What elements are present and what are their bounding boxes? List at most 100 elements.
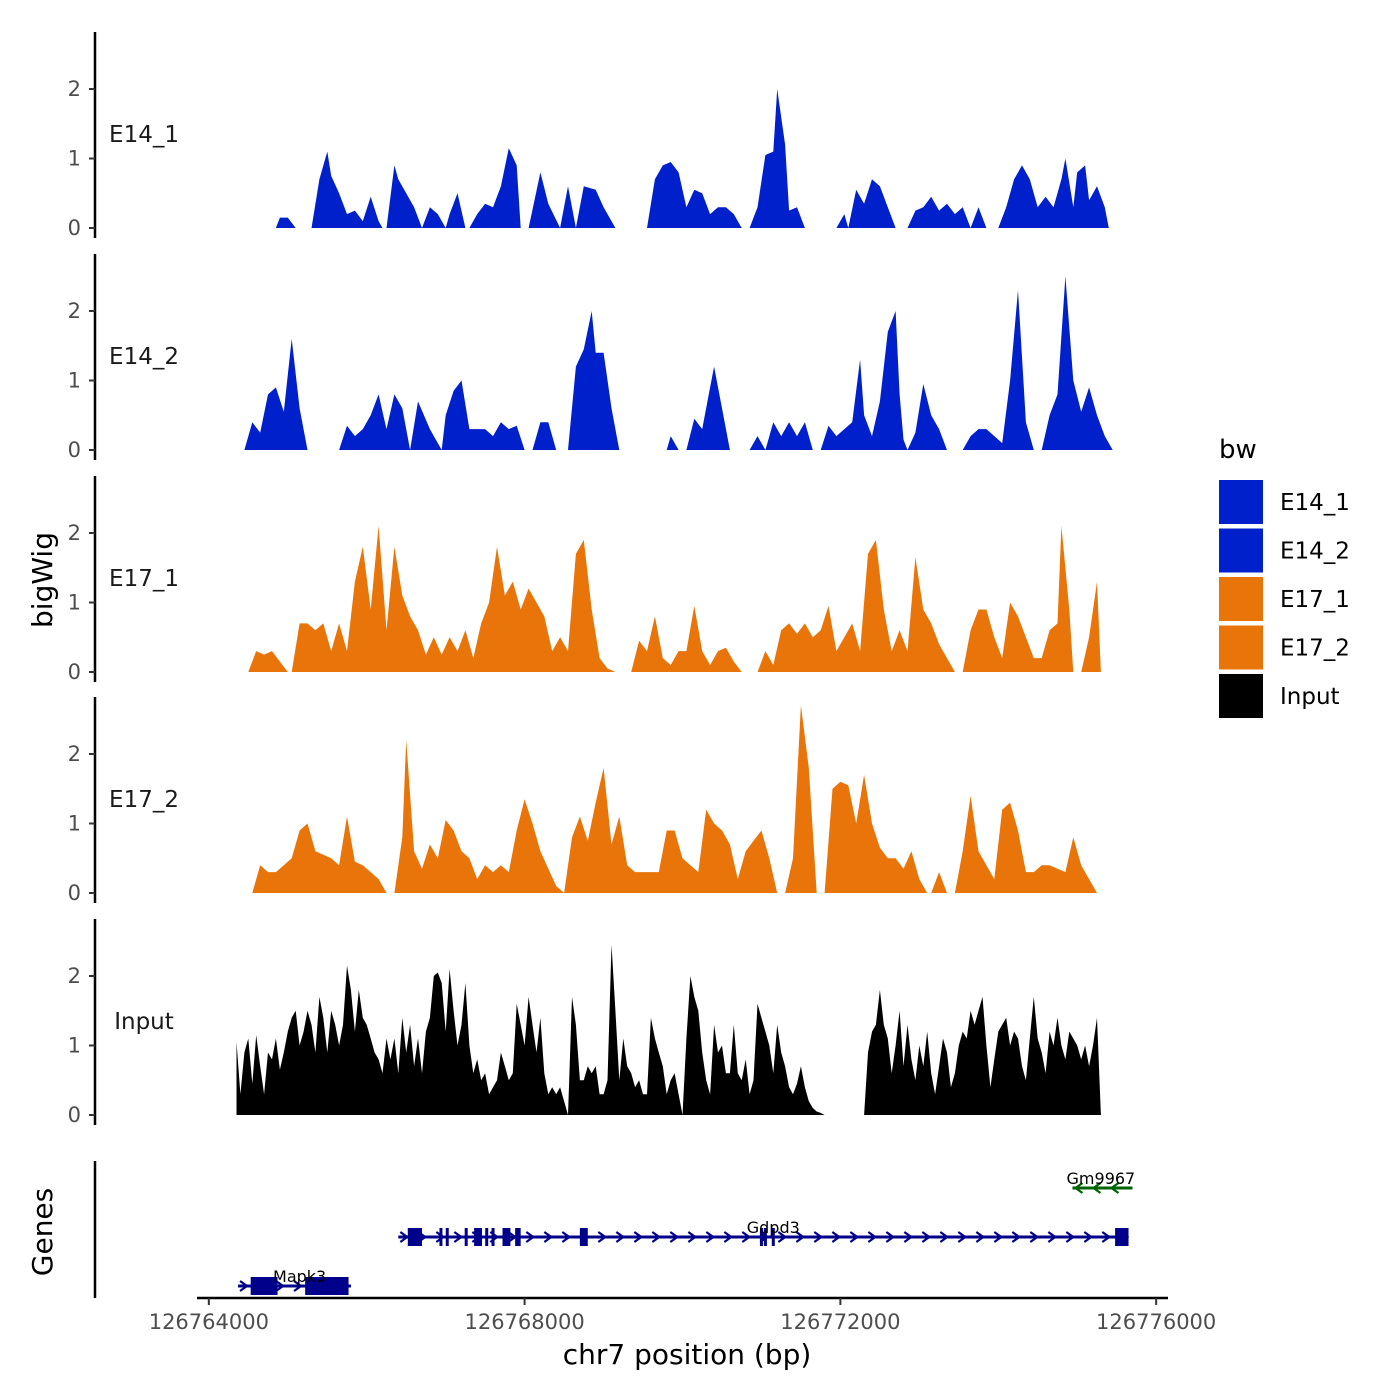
strand-arrow (275, 1280, 285, 1292)
strand-arrow (849, 1231, 860, 1243)
y-tick-label: 0 (68, 1103, 81, 1127)
signal-area (757, 540, 955, 672)
signal-area (749, 422, 813, 450)
signal-area (836, 179, 896, 228)
gene-gdpd3: Gdpd3 (398, 1218, 1130, 1246)
gene-track: Mapk3 Gdpd3 Gm9967 (93, 1161, 1136, 1298)
strand-arrow (399, 1231, 410, 1243)
gene-label: Gm9967 (1067, 1169, 1136, 1188)
strand-arrow (453, 1231, 464, 1243)
signal-area (252, 816, 387, 893)
legend-swatch (1219, 577, 1263, 621)
y-tick-label: 0 (68, 216, 81, 240)
signal-area (244, 338, 308, 450)
strand-arrow (975, 1231, 986, 1243)
signal-area (962, 290, 1034, 450)
strand-arrow (1029, 1231, 1040, 1243)
legend-label: Input (1280, 684, 1340, 710)
strand-arrow (1047, 1231, 1058, 1243)
strand-arrow (1091, 1182, 1102, 1194)
signal-area (820, 311, 908, 450)
y-tick-label: 0 (68, 660, 81, 684)
signal-area (564, 767, 778, 893)
y-tick-label: 1 (68, 147, 81, 171)
x-tick-label: 126768000 (464, 1310, 584, 1334)
y-tick-label: 2 (68, 521, 81, 545)
track-e17-1: 0 1 2 E17_1 (68, 476, 1101, 684)
legend-swatch (1219, 625, 1263, 670)
strand-arrow (1101, 1231, 1112, 1243)
signal-area (631, 606, 742, 672)
exon (305, 1277, 349, 1295)
legend-swatch (1219, 674, 1263, 718)
exon (1115, 1228, 1129, 1246)
track-input: 0 1 2 Input (68, 919, 1101, 1127)
signal-area (666, 436, 679, 450)
strand-arrow (597, 1231, 608, 1243)
exon (515, 1228, 521, 1246)
legend-swatch (1219, 480, 1263, 524)
legend-label: E14_1 (1280, 490, 1350, 516)
strand-arrow (705, 1231, 716, 1243)
strand-arrow (831, 1231, 842, 1243)
signal-tracks: 0 1 2 E14_1 0 1 2 E14_2 0 1 2 E17_1 0 1 2 E17_2 0 1 2 Input (68, 32, 1113, 1127)
gene-label: Gdpd3 (747, 1218, 800, 1237)
strand-arrow (435, 1231, 446, 1243)
track-e14-2: 0 1 2 E14_2 (68, 254, 1113, 462)
strand-arrow (993, 1231, 1004, 1243)
strand-arrow (921, 1231, 932, 1243)
strand-arrow (741, 1231, 752, 1243)
legend-label: E17_2 (1280, 636, 1350, 662)
exon (407, 1228, 422, 1246)
exon (502, 1228, 511, 1246)
signal-area (907, 384, 947, 450)
legend-label: E14_2 (1280, 539, 1350, 565)
strand-arrow (239, 1280, 249, 1292)
track-e14-1: 0 1 2 E14_1 (68, 32, 1109, 240)
legend-swatch (1219, 528, 1263, 573)
strand-arrow (687, 1231, 698, 1243)
x-axis: 126764000 126768000 126772000 126776000 (149, 1296, 1216, 1334)
legend: bw E14_1 E14_2 E17_1 E17_2 Input (1219, 435, 1350, 718)
signal-area (1041, 276, 1113, 450)
gene-track-title: Genes (26, 1188, 59, 1276)
signal-area (954, 795, 1097, 893)
strand-arrow (1065, 1231, 1076, 1243)
track-label: Input (114, 1009, 174, 1035)
legend-title: bw (1219, 435, 1257, 465)
signal-area (864, 989, 1101, 1115)
track-label: E14_1 (109, 122, 179, 148)
strand-arrow (1083, 1231, 1094, 1243)
signal-area (422, 193, 466, 228)
strand-arrow (1073, 1182, 1084, 1194)
y-tick-label: 0 (68, 881, 81, 905)
strand-arrow (885, 1231, 896, 1243)
signal-area (386, 165, 422, 228)
y-tick-label: 1 (68, 591, 81, 615)
y-tick-label: 2 (68, 964, 81, 988)
signal-area (394, 740, 565, 893)
signal-area (931, 872, 947, 893)
legend-label: E17_1 (1280, 587, 1350, 613)
signal-area (291, 526, 616, 672)
strand-arrow (939, 1231, 950, 1243)
signal-area (962, 526, 1074, 672)
strand-arrow (957, 1231, 968, 1243)
signal-area (532, 422, 557, 450)
track-label: E17_2 (109, 787, 179, 813)
exon (250, 1277, 278, 1295)
exon (579, 1228, 588, 1246)
signal-area (568, 311, 620, 450)
strand-arrow (293, 1280, 303, 1292)
signal-area (311, 151, 383, 228)
strand-arrow (543, 1231, 554, 1243)
track-e17-2: 0 1 2 E17_2 (68, 697, 1097, 905)
signal-area (1081, 581, 1101, 672)
signal-area (970, 207, 987, 228)
signal-area (647, 162, 742, 228)
signal-area (528, 172, 616, 228)
x-tick-label: 126764000 (149, 1310, 269, 1334)
exon (474, 1228, 482, 1246)
y-tick-label: 1 (68, 369, 81, 393)
gene-gm9967: Gm9967 (1067, 1169, 1136, 1194)
